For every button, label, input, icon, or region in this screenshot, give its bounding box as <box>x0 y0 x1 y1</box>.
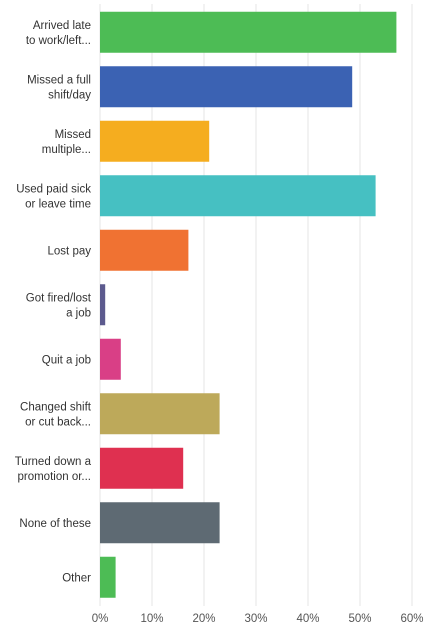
x-tick-label: 30% <box>244 613 267 625</box>
x-tick-label: 40% <box>296 613 319 625</box>
category-label-line: Missed a full <box>27 74 91 86</box>
category-label-line: Used paid sick <box>16 183 91 195</box>
x-tick-label: 50% <box>348 613 371 625</box>
category-label: Missed multiple... <box>42 129 91 156</box>
category-label-line: promotion or... <box>17 471 91 483</box>
category-label: Lost pay <box>48 245 92 257</box>
category-label: Used paid sick or leave time <box>16 183 91 210</box>
bar <box>100 120 210 162</box>
category-label: None of these <box>19 518 91 530</box>
category-label-line: Turned down a <box>15 456 92 468</box>
category-label-line: Arrived late <box>33 20 91 32</box>
x-tick-label: 60% <box>400 613 423 625</box>
category-label: Turned down a promotion or... <box>15 456 92 483</box>
x-tick-label: 0% <box>92 613 109 625</box>
category-label-line: Quit a job <box>42 354 91 366</box>
bar <box>100 175 376 217</box>
category-label-line: to work/left... <box>26 35 91 47</box>
bar <box>100 338 121 380</box>
category-label-line: None of these <box>19 518 91 530</box>
bar <box>100 393 220 435</box>
x-tick-label: 10% <box>140 613 163 625</box>
bar <box>100 284 106 326</box>
category-label-line: Got fired/lost <box>26 292 92 304</box>
bar <box>100 229 189 271</box>
category-label-line: or leave time <box>25 198 91 210</box>
category-label-line: a job <box>66 307 91 319</box>
category-labels: Arrived late to work/left... Missed a full… <box>15 20 92 585</box>
x-tick-label: 20% <box>192 613 215 625</box>
bar <box>100 502 220 544</box>
category-label: Quit a job <box>42 354 91 366</box>
bar <box>100 447 184 489</box>
category-label-line: Other <box>62 572 91 584</box>
bar <box>100 11 397 53</box>
bars <box>100 11 397 598</box>
category-label-line: multiple... <box>42 144 91 156</box>
category-label-line: or cut back... <box>25 416 91 428</box>
category-label: Missed a full shift/day <box>27 74 91 101</box>
category-label: Changed shift or cut back... <box>20 401 92 428</box>
category-label: Got fired/lost a job <box>26 292 92 319</box>
category-label-line: Changed shift <box>20 401 92 413</box>
category-label: Other <box>62 572 91 584</box>
bar <box>100 66 353 108</box>
category-label-line: Missed <box>55 129 91 141</box>
category-label: Arrived late to work/left... <box>26 20 91 47</box>
category-label-line: Lost pay <box>48 245 92 257</box>
bar <box>100 556 116 598</box>
category-label-line: shift/day <box>48 89 91 101</box>
x-axis-ticks: 0% 10% 20% 30% 40% 50% 60% <box>92 613 424 625</box>
